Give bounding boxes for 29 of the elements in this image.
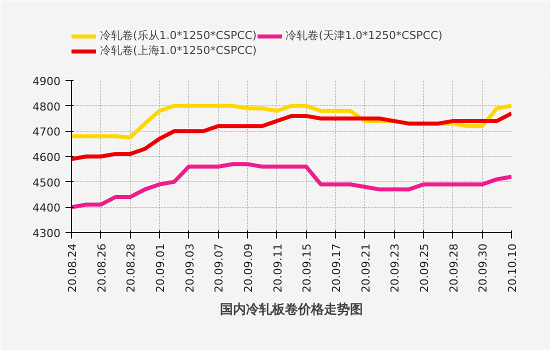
x-tick-label: 20.08.28: [124, 244, 138, 292]
x-tick-label: 20.09.01: [154, 244, 167, 292]
x-tick-label: 20.09.21: [359, 244, 372, 292]
x-tick-label: 20.08.24: [66, 244, 79, 292]
legend-label: 冷轧卷(天津1.0*1250*CSPCC): [286, 28, 442, 43]
legend-label: 冷轧卷(乐从1.0*1250*CSPCC): [100, 28, 257, 43]
x-tick-label: 20.09.07: [212, 244, 226, 292]
legend-label: 冷轧卷(上海1.0*1250*CSPCC): [100, 43, 257, 58]
x-tick-label: 20.09.11: [271, 244, 284, 292]
y-tick-label: 4300: [32, 227, 61, 240]
x-tick-label: 20.09.09: [242, 244, 255, 292]
y-tick-label: 4400: [32, 202, 61, 215]
line-series: [72, 162, 512, 210]
x-tick-label: 20.08.26: [95, 244, 108, 292]
x-tick-label: 20.09.30: [476, 244, 490, 292]
y-tick-label: 4800: [32, 100, 61, 114]
text: 国内冷轧板卷价格走势图: [220, 302, 363, 318]
y-tick-label: 4600: [32, 151, 61, 164]
x-tick-label: 20.10.10: [506, 244, 519, 292]
x-tick-label: 20.09.03: [183, 244, 196, 292]
x-tick-label: 20.09.28: [447, 244, 460, 292]
x-tick-label: 20.09.17: [330, 244, 343, 292]
x-tick-label: 20.09.25: [418, 244, 431, 292]
y-tick-label: 4900: [32, 75, 61, 88]
y-tick-label: 4500: [32, 176, 61, 190]
x-tick-label: 20.09.15: [300, 244, 314, 292]
y-tick-label: 4700: [32, 126, 61, 139]
line-series: [72, 111, 512, 162]
x-tick-label: 20.09.23: [388, 244, 402, 292]
